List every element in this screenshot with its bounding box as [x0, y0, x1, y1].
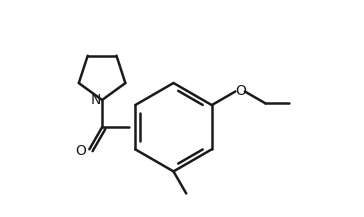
Text: N: N: [91, 93, 101, 107]
Text: O: O: [75, 144, 86, 158]
Text: O: O: [236, 84, 246, 99]
